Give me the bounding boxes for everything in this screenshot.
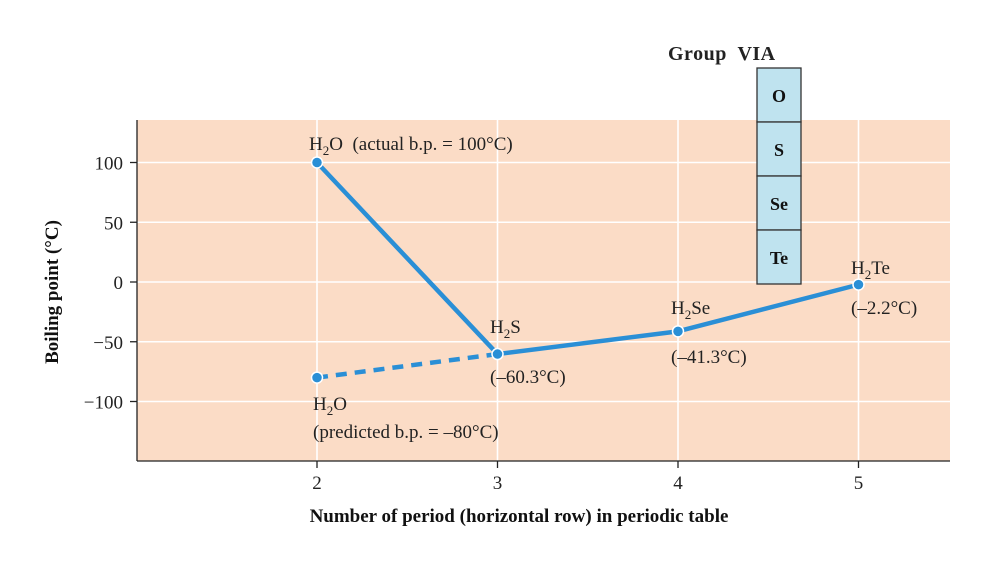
group-title: Group VIA [668,43,776,65]
element-cell [756,121,802,177]
data-point [852,278,865,291]
element-symbol: O [772,86,786,106]
y-tick-label: 0 [114,273,124,294]
data-point [310,156,324,169]
data-point [491,347,504,361]
data-annotations: H2O (actual b.p. = 100°C) H2S (–60.3°C) H2S… [309,134,917,443]
annotation-value: (–2.2°C) [851,298,917,319]
annotation-label: H2O [313,394,347,418]
y-tick-label: 50 [104,213,123,234]
annotation-label: H2Se [671,298,710,322]
annotation-value: (–41.3°C) [671,347,747,368]
y-axis-title: Boiling point (°C) [42,220,63,364]
element-symbol: S [774,140,784,160]
element-cell [756,175,802,231]
annotation-label: H2S [490,317,521,341]
data-point [671,325,685,338]
x-tick-label: 2 [312,473,322,494]
annotation-label: H2Te [851,258,890,282]
x-tick-label: 4 [673,473,683,494]
axes [130,120,950,468]
element-symbol: Te [770,248,788,268]
annotation-value: (–60.3°C) [490,367,566,388]
element-cell [756,67,802,123]
x-tick-label: 3 [493,473,503,494]
plot-area [137,120,950,461]
data-series [310,156,865,384]
grid-lines [137,120,950,461]
group-via-table: Group VIA O S Se Te [668,43,802,285]
annotation-label: H2O (actual b.p. = 100°C) [309,134,513,158]
x-tick-label: 5 [854,473,864,494]
x-axis-title: Number of period (horizontal row) in per… [310,506,729,527]
boiling-point-line [315,160,860,357]
annotation-value: (predicted b.p. = –80°C) [313,422,499,443]
data-point [310,371,324,384]
element-symbol: Se [770,194,788,214]
y-tick-label: 100 [95,154,124,175]
element-cell [756,229,802,285]
tick-labels: 100 50 0 −50 −100 2 3 4 5 [84,154,863,495]
y-tick-label: −100 [84,393,123,414]
y-tick-label: −50 [93,333,123,354]
